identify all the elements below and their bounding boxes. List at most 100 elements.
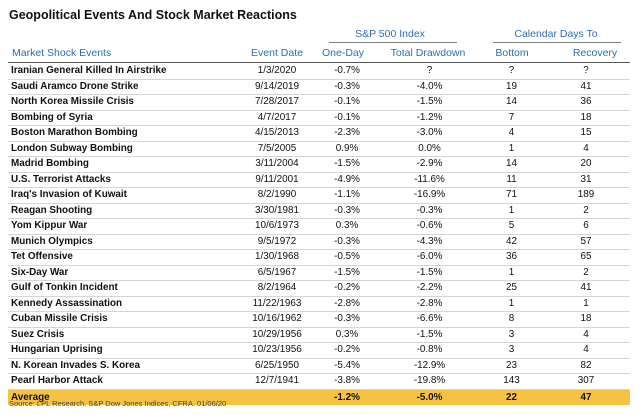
total-drawdown-cell: -6.6%: [378, 311, 481, 328]
table-row: Reagan Shooting 3/30/1981 -0.3% -0.3% 1 2: [8, 203, 630, 219]
event-date-cell: 10/6/1973: [238, 218, 316, 235]
event-name-cell: Iranian General Killed In Airstrike: [8, 64, 238, 80]
event-name-cell: London Subway Bombing: [8, 141, 238, 157]
days-to-bottom-cell: 14: [481, 94, 542, 111]
event-name-cell: Saudi Aramco Drone Strike: [8, 79, 238, 95]
event-name-cell: Gulf of Tonkin Incident: [8, 280, 238, 297]
event-date-cell: 9/5/1972: [238, 234, 316, 250]
one-day-change-cell: -0.3%: [316, 79, 378, 95]
table-row: Six-Day War 6/5/1967 -1.5% -1.5% 1 2: [8, 265, 630, 281]
days-to-recovery-cell: 1: [542, 296, 630, 312]
total-drawdown-cell: -11.6%: [378, 172, 481, 188]
event-date-cell: 4/7/2017: [238, 110, 316, 126]
source-note: Source: LPL Research, S&P Dow Jones Indi…: [9, 399, 227, 408]
event-name-cell: North Korea Missile Crisis: [8, 94, 238, 111]
one-day-change-cell: -0.1%: [316, 110, 378, 126]
one-day-change-cell: -4.9%: [316, 172, 378, 188]
days-to-bottom-cell: 23: [481, 358, 542, 374]
days-to-recovery-cell: 18: [542, 110, 630, 126]
average-date-cell: [238, 389, 316, 405]
table-row: Yom Kippur War 10/6/1973 0.3% -0.6% 5 6: [8, 218, 630, 235]
days-to-recovery-cell: 20: [542, 156, 630, 173]
days-to-recovery-cell: 18: [542, 311, 630, 328]
table-row: London Subway Bombing 7/5/2005 0.9% 0.0% 1 4: [8, 141, 630, 157]
event-name-cell: Cuban Missile Crisis: [8, 311, 238, 328]
event-date-cell: 9/14/2019: [238, 79, 316, 95]
days-to-bottom-cell: 42: [481, 234, 542, 250]
event-name-cell: Bombing of Syria: [8, 110, 238, 126]
one-day-change-cell: -0.7%: [316, 64, 378, 80]
table-row: Saudi Aramco Drone Strike 9/14/2019 -0.3% -…: [8, 79, 630, 95]
table-row: Cuban Missile Crisis 10/16/1962 -0.3% -6.6%…: [8, 311, 630, 328]
total-drawdown-cell: -6.0%: [378, 249, 481, 266]
days-to-recovery-cell: 41: [542, 79, 630, 95]
one-day-change-cell: -2.8%: [316, 296, 378, 312]
table-row: Kennedy Assassination 11/22/1963 -2.8% -2.8…: [8, 296, 630, 312]
events-table: Iranian General Killed In Airstrike 1/3/2…: [8, 64, 630, 405]
days-to-recovery-cell: 36: [542, 94, 630, 111]
event-name-cell: Boston Marathon Bombing: [8, 125, 238, 142]
event-date-cell: 3/11/2004: [238, 156, 316, 173]
days-to-bottom-cell: 5: [481, 218, 542, 235]
days-to-bottom-cell: 71: [481, 187, 542, 204]
table-row: U.S. Terrorist Attacks 9/11/2001 -4.9% -11.…: [8, 172, 630, 188]
event-name-cell: U.S. Terrorist Attacks: [8, 172, 238, 188]
event-date-cell: 8/2/1964: [238, 280, 316, 297]
event-name-cell: Yom Kippur War: [8, 218, 238, 235]
days-to-recovery-cell: 57: [542, 234, 630, 250]
one-day-change-cell: -1.5%: [316, 156, 378, 173]
average-label: Average: [8, 389, 238, 405]
event-date-cell: 7/28/2017: [238, 94, 316, 111]
days-to-bottom-cell: 36: [481, 249, 542, 266]
one-day-change-cell: -0.5%: [316, 249, 378, 266]
days-to-recovery-cell: 189: [542, 187, 630, 204]
total-drawdown-cell: -1.5%: [378, 94, 481, 111]
event-name-cell: N. Korean Invades S. Korea: [8, 358, 238, 374]
table-row: Suez Crisis 10/29/1956 0.3% -1.5% 3 4: [8, 327, 630, 343]
days-to-bottom-cell: 19: [481, 79, 542, 95]
event-name-cell: Madrid Bombing: [8, 156, 238, 173]
total-drawdown-cell: -0.6%: [378, 218, 481, 235]
col-header-recovery: Recovery: [572, 47, 618, 59]
days-to-bottom-cell: 7: [481, 110, 542, 126]
days-to-bottom-cell: 3: [481, 327, 542, 343]
event-date-cell: 1/30/1968: [238, 249, 316, 266]
event-date-cell: 9/11/2001: [238, 172, 316, 188]
days-to-bottom-cell: 1: [481, 296, 542, 312]
table-row: Gulf of Tonkin Incident 8/2/1964 -0.2% -2.2…: [8, 280, 630, 297]
event-name-cell: Munich Olympics: [8, 234, 238, 250]
average-row: Average -1.2% -5.0% 22 47: [8, 389, 630, 405]
event-name-cell: Reagan Shooting: [8, 203, 238, 219]
event-date-cell: 3/30/1981: [238, 203, 316, 219]
days-to-recovery-cell: 41: [542, 280, 630, 297]
total-drawdown-cell: -2.2%: [378, 280, 481, 297]
days-to-recovery-cell: 15: [542, 125, 630, 142]
col-header-bottom: Bottom: [495, 47, 529, 59]
event-date-cell: 7/5/2005: [238, 141, 316, 157]
total-drawdown-cell: -0.8%: [378, 342, 481, 359]
table-row: Madrid Bombing 3/11/2004 -1.5% -2.9% 14 20: [8, 156, 630, 173]
one-day-change-cell: -0.1%: [316, 94, 378, 111]
calendar-days-group-header: Calendar Days To: [514, 28, 598, 40]
event-date-cell: 1/3/2020: [238, 64, 316, 80]
total-drawdown-cell: -1.5%: [378, 265, 481, 281]
days-to-bottom-cell: 11: [481, 172, 542, 188]
total-drawdown-cell: -4.0%: [378, 79, 481, 95]
days-to-recovery-cell: 31: [542, 172, 630, 188]
one-day-change-cell: -0.2%: [316, 342, 378, 359]
average-one-day: -1.2%: [316, 389, 378, 405]
days-to-bottom-cell: 1: [481, 203, 542, 219]
table-row: Tet Offensive 1/30/1968 -0.5% -6.0% 36 65: [8, 249, 630, 266]
one-day-change-cell: -1.5%: [316, 265, 378, 281]
event-name-cell: Six-Day War: [8, 265, 238, 281]
days-to-bottom-cell: 1: [481, 141, 542, 157]
event-name-cell: Suez Crisis: [8, 327, 238, 343]
days-to-recovery-cell: 82: [542, 358, 630, 374]
calendar-days-group-rule: [493, 42, 621, 43]
total-drawdown-cell: -16.9%: [378, 187, 481, 204]
event-date-cell: 10/23/1956: [238, 342, 316, 359]
one-day-change-cell: 0.9%: [316, 141, 378, 157]
sp500-group-rule: [329, 42, 457, 43]
days-to-recovery-cell: 65: [542, 249, 630, 266]
one-day-change-cell: -1.1%: [316, 187, 378, 204]
